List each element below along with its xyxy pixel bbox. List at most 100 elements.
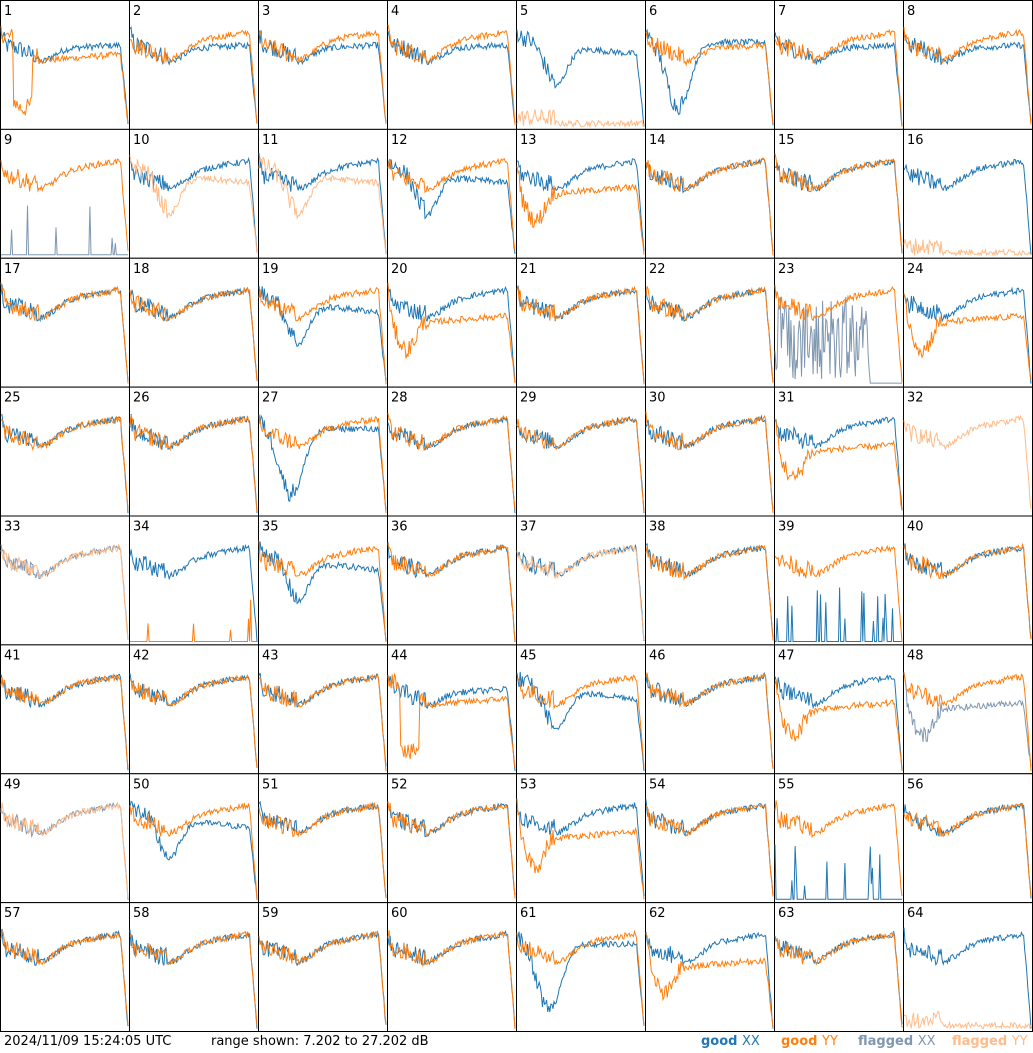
- panel-35: 35: [258, 515, 388, 646]
- panel-20: 20: [387, 257, 517, 388]
- panel-46: 46: [645, 644, 775, 775]
- series-yy: [774, 931, 903, 1028]
- panel-frame: [129, 257, 259, 388]
- series-xx: [258, 285, 387, 381]
- series-xx: [129, 26, 258, 124]
- panel-frame: [0, 515, 130, 646]
- panel-label: 27: [262, 391, 279, 406]
- panel-frame: [645, 773, 775, 904]
- panel-frame: [129, 644, 259, 775]
- panel-label: 28: [391, 391, 408, 406]
- panel-frame: [774, 515, 904, 646]
- panel-32: 32: [903, 386, 1033, 517]
- panel-label: 50: [133, 777, 150, 792]
- series-yy: [903, 238, 1032, 257]
- series-yy: [903, 542, 1032, 640]
- series-xx: [775, 587, 902, 642]
- panel-50: 50: [129, 773, 259, 904]
- series-yy: [0, 543, 129, 639]
- panel-55: 55: [774, 773, 904, 904]
- panel-54: 54: [645, 773, 775, 904]
- series-yy: [774, 800, 903, 897]
- series-yy: [129, 674, 258, 767]
- series-xx: [645, 931, 774, 1029]
- panel-frame: [258, 0, 388, 130]
- panel-38: 38: [645, 515, 775, 646]
- panel-frame: [516, 0, 646, 130]
- panel-61: 61: [516, 902, 646, 1032]
- series-xx: [774, 296, 902, 384]
- panel-42: 42: [129, 644, 259, 775]
- panel-frame: [387, 386, 517, 517]
- series-yy: [258, 673, 387, 772]
- panel-frame: [387, 0, 517, 130]
- panel-label: 56: [907, 777, 924, 792]
- series-yy: [516, 109, 645, 129]
- panel-10: 10: [129, 128, 259, 259]
- panel-frame: [129, 902, 259, 1032]
- legend-good-yy-word: good: [781, 1034, 818, 1049]
- panel-12: 12: [387, 128, 517, 259]
- panel-label: 57: [4, 906, 21, 921]
- panel-label: 34: [133, 520, 150, 535]
- panel-frame: [0, 773, 130, 904]
- panel-frame: [774, 386, 904, 517]
- panel-label: 40: [907, 520, 924, 535]
- panel-frame: [0, 128, 130, 259]
- panel-label: 15: [778, 133, 795, 148]
- series-xx: [516, 802, 645, 897]
- panel-25: 25: [0, 386, 130, 517]
- series-xx: [903, 34, 1032, 123]
- panel-frame: [129, 515, 259, 646]
- panel-64: 64: [903, 902, 1033, 1032]
- series-yy: [0, 802, 129, 898]
- series-yy: [258, 156, 387, 255]
- series-yy: [0, 282, 129, 384]
- panel-3: 3: [258, 0, 388, 130]
- series-yy: [645, 286, 774, 384]
- legend-good-yy: good YY: [781, 1034, 838, 1049]
- legend-good-xx: good XX: [701, 1034, 760, 1049]
- panel-frame: [516, 257, 646, 388]
- series-yy: [645, 672, 774, 770]
- panel-48: 48: [903, 644, 1033, 775]
- series-xx: [1, 205, 128, 256]
- panel-17: 17: [0, 257, 130, 388]
- panel-frame: [774, 0, 904, 130]
- panel-29: 29: [516, 386, 646, 517]
- series-yy: [387, 413, 516, 510]
- series-yy: [0, 673, 129, 767]
- panel-15: 15: [774, 128, 904, 259]
- panel-frame: [774, 773, 904, 904]
- panel-label: 26: [133, 391, 150, 406]
- panel-label: 1: [4, 4, 12, 19]
- series-yy: [387, 24, 516, 126]
- series-yy: [258, 29, 387, 125]
- series-yy: [774, 544, 903, 643]
- panel-frame: [645, 515, 775, 646]
- panel-frame: [258, 773, 388, 904]
- panel-frame: [903, 0, 1033, 130]
- panel-label: 11: [262, 133, 279, 148]
- series-xx: [129, 287, 258, 382]
- panel-2: 2: [129, 0, 259, 130]
- series-yy: [774, 28, 903, 127]
- legend-flagged-yy: flagged YY: [952, 1034, 1028, 1049]
- panel-frame: [258, 515, 388, 646]
- series-xx: [903, 286, 1032, 384]
- panel-label: 63: [778, 906, 795, 921]
- series-yy: [645, 411, 774, 514]
- series-xx: [774, 844, 902, 900]
- series-yy: [0, 26, 129, 123]
- panel-frame: [0, 0, 130, 130]
- panel-label: 39: [778, 520, 795, 535]
- series-yy: [258, 286, 387, 385]
- panel-30: 30: [645, 386, 775, 517]
- series-yy: [645, 544, 774, 641]
- panel-frame: [387, 257, 517, 388]
- series-xx: [0, 928, 129, 1027]
- panel-26: 26: [129, 386, 259, 517]
- panel-frame: [258, 644, 388, 775]
- panel-label: 49: [4, 777, 21, 792]
- footer-bar: 2024/11/09 15:24:05 UTC range shown: 7.2…: [0, 1032, 1033, 1053]
